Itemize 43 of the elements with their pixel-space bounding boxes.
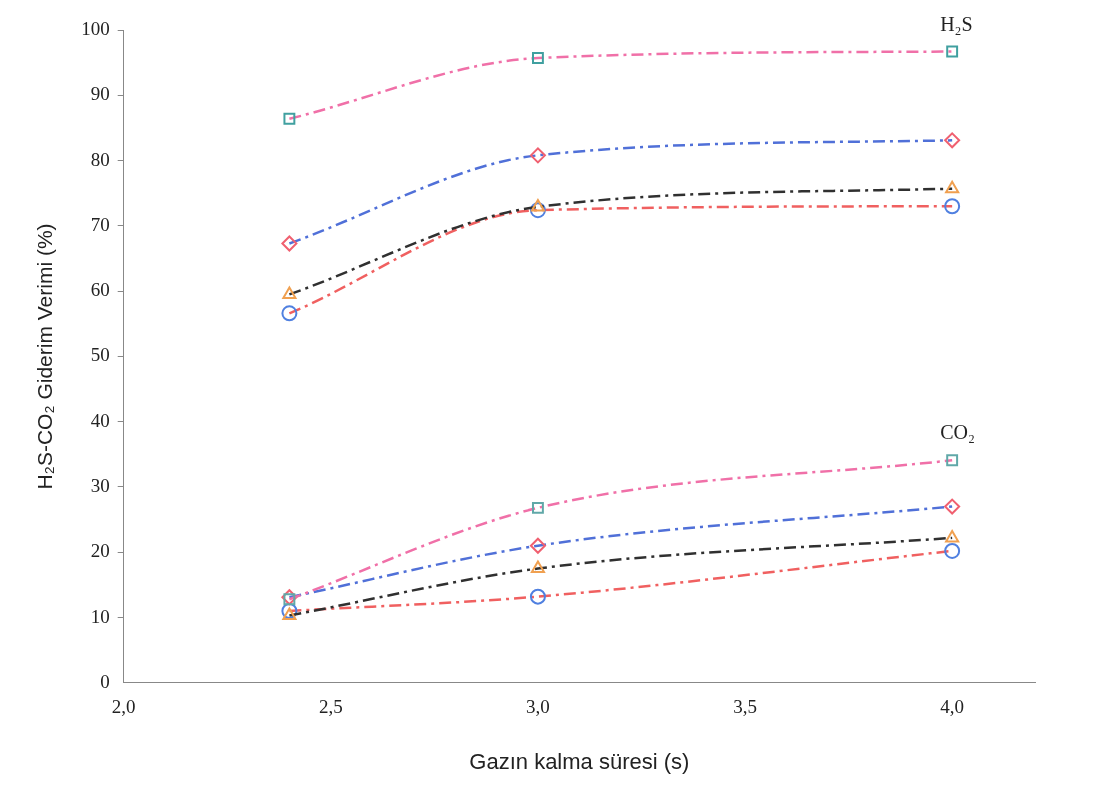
y-tick-label: 100 [81,17,110,39]
point [283,112,296,125]
point [530,198,545,212]
point [944,198,961,215]
point [944,132,961,149]
x-tick-label: 4,0 [940,696,965,718]
annotation: CO₂ [940,421,975,444]
y-tick-label: 20 [90,540,110,562]
x-axis-title: Gazın kalma süresi (s) [469,748,690,774]
point [529,202,546,219]
point [529,147,546,164]
point [944,542,961,559]
point [946,454,959,467]
y-tick-label: 90 [90,83,110,105]
point [281,235,298,252]
y-tick-label: 10 [90,605,110,627]
point [282,607,297,621]
y-tick-label: 70 [90,213,110,235]
point [944,498,961,515]
y-tick-label: 80 [90,148,110,170]
y-tick-label: 50 [90,344,110,366]
point [945,180,960,194]
point [531,501,544,514]
point [281,305,298,322]
point [529,537,546,554]
point [946,45,959,58]
x-tick-label: 3,0 [526,696,550,718]
point [282,286,297,299]
annotation: H₂S [940,12,973,35]
y-tick-label: 30 [90,474,110,496]
x-tick-label: 2,0 [111,696,136,718]
point [281,602,298,619]
x-tick-label: 3,5 [733,696,757,718]
point [530,560,545,574]
point [281,589,298,606]
y-tick-label: 40 [90,409,110,431]
y-tick-label: 60 [90,279,110,301]
y-tick-label: 0 [100,670,110,692]
y-axis-title: H₂S-CO₂ Giderim Verimi (%) [33,223,57,490]
point [945,529,960,543]
point [529,588,546,605]
point [531,52,544,65]
x-tick-label: 2,5 [318,696,343,718]
